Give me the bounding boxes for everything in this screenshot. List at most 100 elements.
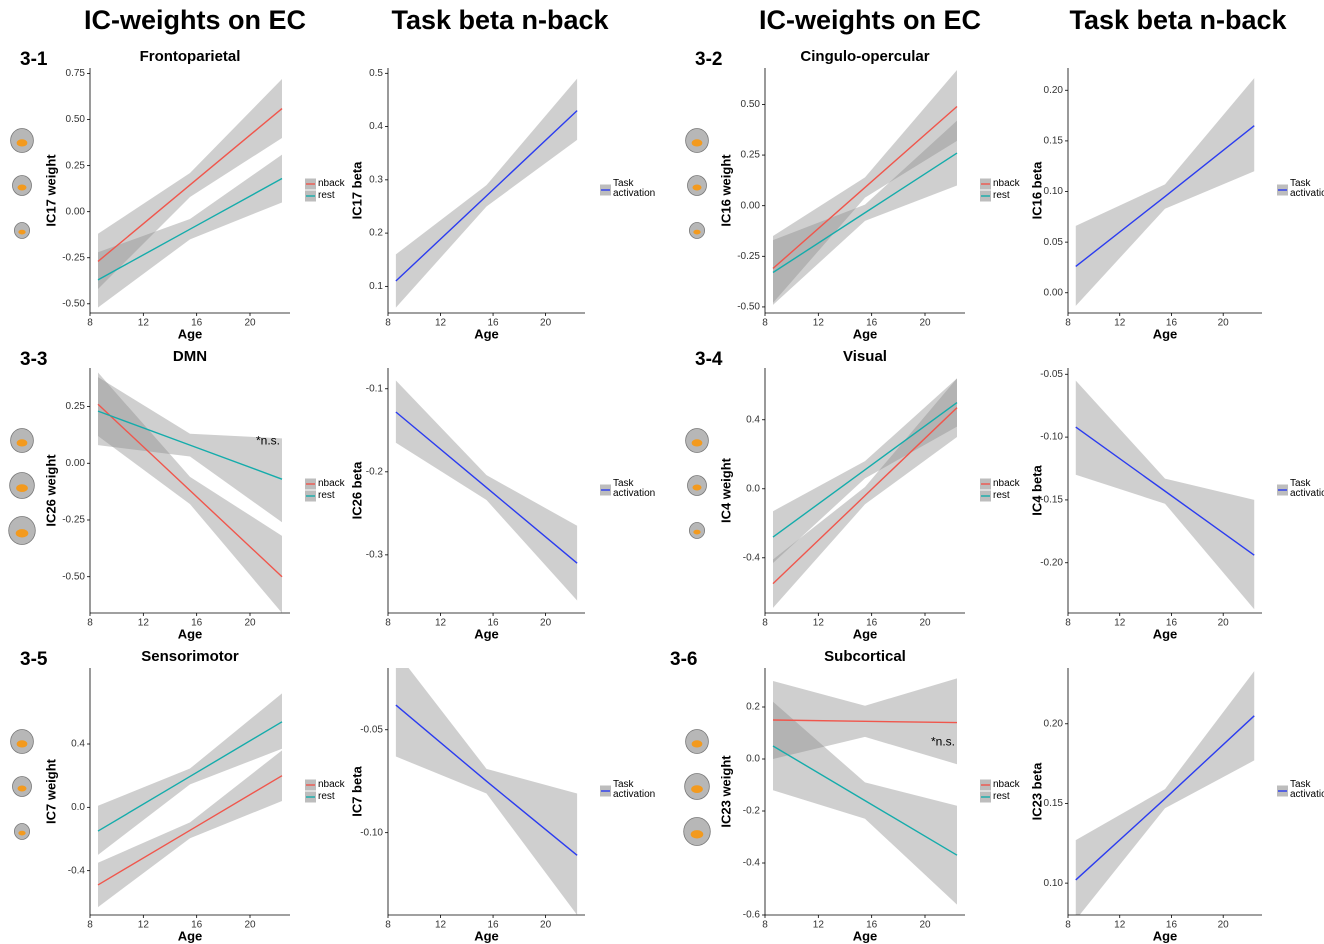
brain-activation [16,484,28,492]
series-line [1076,716,1254,880]
legend-entry: rest [318,491,378,515]
y-tick-label: 0.00 [66,206,86,217]
brain-activation [18,786,27,792]
x-tick-label: 20 [540,920,552,931]
x-tick-label: 12 [435,318,447,329]
confidence-band [396,380,577,600]
x-tick-label: 20 [540,318,552,329]
y-tick-label: 0.50 [741,99,761,110]
x-axis-label: Age [853,928,878,943]
y-tick-label: -0.2 [366,466,384,477]
x-tick-label: 20 [919,618,931,629]
brain-activation [691,830,704,838]
legend-entry: rest [318,792,378,816]
y-tick-label: -0.3 [366,550,384,561]
confidence-band [396,79,577,308]
y-tick-label: 0.3 [369,174,383,185]
legend-label: rest [318,491,378,501]
column-header: Task beta n-back [1069,5,1287,35]
y-axis-label: IC16 weight [718,154,733,227]
y-tick-label: 0.20 [1044,85,1064,96]
brain-activation [18,230,25,235]
legend-entry: Task activation [1290,179,1324,203]
x-tick-label: 20 [540,618,552,629]
column-header: Task beta n-back [391,5,609,35]
x-axis-label: Age [178,626,203,641]
y-tick-label: 0.50 [66,114,86,125]
y-tick-label: 0.2 [746,702,760,713]
y-axis-label: IC23 beta [1029,762,1044,821]
brain-activation [16,529,29,537]
y-axis-label: IC16 beta [1029,161,1044,220]
brain-activation [17,139,28,146]
x-tick-label: 8 [87,920,93,931]
y-tick-label: 0.15 [1044,798,1064,809]
y-tick-label: -0.4 [68,865,86,876]
x-tick-label: 12 [1114,318,1126,329]
x-tick-label: 8 [762,318,768,329]
y-tick-label: -0.50 [62,298,85,309]
y-tick-label: -0.25 [737,251,760,262]
panel-label: 3-1 [20,49,48,70]
x-tick-label: 12 [1114,618,1126,629]
x-tick-label: 12 [435,920,447,931]
y-tick-label: -0.10 [1040,432,1063,443]
series-line [396,412,577,563]
x-axis-label: Age [853,626,878,641]
y-tick-label: 0.0 [71,802,85,813]
brain-activation [693,230,700,235]
x-axis-label: Age [178,326,203,341]
x-axis-label: Age [853,326,878,341]
x-tick-label: 12 [813,920,825,931]
brain-activation [692,439,703,446]
brain-activation [18,185,27,191]
y-tick-label: -0.10 [360,827,383,838]
series-line [773,403,957,538]
x-tick-label: 12 [138,618,150,629]
legend-label: nback [318,780,378,790]
x-tick-label: 20 [919,318,931,329]
confidence-band [1076,78,1254,306]
legend-entry: Task activation [613,780,673,804]
series-line [396,111,577,281]
y-tick-label: 0.10 [1044,878,1064,889]
y-tick-label: -0.25 [62,515,85,526]
x-axis-label: Age [1153,326,1178,341]
figure: IC-weights on EC Task beta n-back IC-wei… [0,0,1324,944]
brain-activation [17,740,28,747]
chart-title: Cingulo-opercular [800,48,929,65]
x-tick-label: 8 [87,618,93,629]
y-tick-label: 0.20 [1044,718,1064,729]
y-tick-label: -0.2 [743,806,761,817]
y-tick-label: 0.05 [1044,237,1064,248]
x-tick-label: 8 [1065,920,1071,931]
y-tick-label: 0.0 [746,483,760,494]
y-tick-label: 0.0 [746,754,760,765]
legend-entry: rest [318,191,378,215]
legend-entry: Task activation [1290,780,1324,804]
x-axis-label: Age [1153,928,1178,943]
x-tick-label: 12 [435,618,447,629]
y-tick-label: 0.5 [369,68,383,79]
legend-entry: Task activation [613,479,673,503]
y-axis-label: IC4 weight [718,457,733,523]
x-tick-label: 8 [762,920,768,931]
x-tick-label: 8 [87,318,93,329]
y-tick-label: -0.50 [737,302,760,313]
x-tick-label: 8 [385,318,391,329]
legend-label: rest [318,191,378,201]
legend-label: Task activation [613,179,663,199]
series-line [773,153,957,272]
legend-label: Task activation [613,780,663,800]
chart-title: Frontoparietal [140,48,241,65]
confidence-band [1076,381,1254,610]
y-tick-label: 0.10 [1044,186,1064,197]
y-tick-label: 0.25 [741,150,761,161]
y-axis-label: IC17 weight [43,154,58,227]
panel-label: 3-2 [695,49,722,70]
panel-label: 3-3 [20,349,47,370]
x-tick-label: 12 [813,618,825,629]
series-line [1076,427,1254,555]
brain-activation [692,740,703,747]
brain-activation [691,785,703,793]
